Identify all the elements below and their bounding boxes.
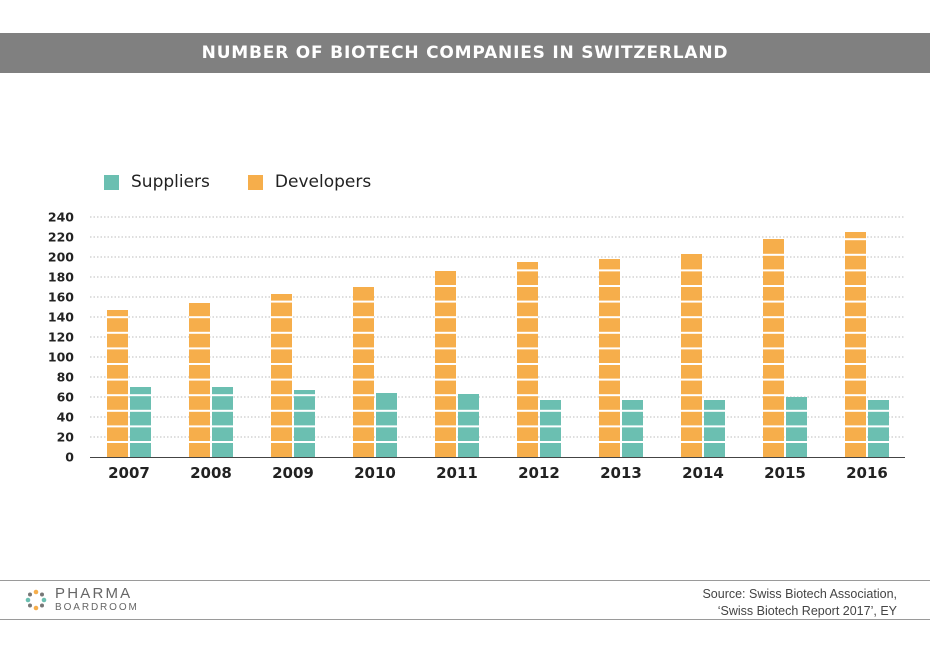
bar-developers-2014: [681, 254, 702, 457]
bar-developers-2009: [271, 294, 292, 457]
x-tick-label: 2014: [682, 464, 724, 482]
source-line-2: ‘Swiss Biotech Report 2017’, EY: [717, 603, 897, 618]
y-tick-label: 220: [48, 230, 74, 245]
bar-suppliers-2007: [130, 387, 151, 457]
x-tick-label: 2015: [764, 464, 806, 482]
bar-suppliers-2013: [622, 400, 643, 457]
pharma-boardroom-logo: PHARMA BOARDROOM: [25, 586, 139, 613]
chart-title-bar: NUMBER OF BIOTECH COMPANIES IN SWITZERLA…: [0, 33, 930, 73]
bar-suppliers-2014: [704, 400, 725, 457]
bar-developers-2007: [107, 310, 128, 457]
x-tick-label: 2011: [436, 464, 478, 482]
logo-dots-icon: [25, 589, 47, 610]
bar-developers-2015: [763, 239, 784, 457]
y-tick-label: 180: [48, 270, 74, 285]
y-tick-label: 0: [65, 450, 74, 465]
legend: Suppliers Developers: [104, 172, 409, 192]
x-tick-label: 2013: [600, 464, 642, 482]
bar-suppliers-2009: [294, 390, 315, 457]
chart-title: NUMBER OF BIOTECH COMPANIES IN SWITZERLA…: [201, 43, 729, 63]
bar-developers-2013: [599, 259, 620, 457]
y-tick-label: 160: [48, 290, 74, 305]
bar-suppliers-2010: [376, 393, 397, 457]
legend-item-developers: Developers: [247, 172, 372, 192]
legend-label-suppliers: Suppliers: [131, 172, 210, 192]
bar-developers-2011: [435, 271, 456, 457]
bar-suppliers-2015: [786, 397, 807, 457]
x-tick-label: 2008: [190, 464, 232, 482]
y-tick-label: 140: [48, 310, 74, 325]
logo-text-pharma: PHARMA: [55, 585, 133, 602]
bar-suppliers-2011: [458, 394, 479, 457]
x-tick-label: 2016: [846, 464, 888, 482]
x-tick-label: 2007: [108, 464, 150, 482]
x-tick-label: 2009: [272, 464, 314, 482]
y-tick-label: 100: [48, 350, 74, 365]
bar-developers-2010: [353, 287, 374, 457]
legend-swatch-developers: [247, 174, 263, 190]
footer-divider-top: [0, 580, 930, 581]
x-tick-label: 2012: [518, 464, 560, 482]
bar-suppliers-2012: [540, 400, 561, 457]
legend-swatch-suppliers: [104, 174, 119, 190]
footer-divider-bottom: [0, 619, 930, 620]
bar-suppliers-2008: [212, 387, 233, 457]
x-tick-label: 2010: [354, 464, 396, 482]
y-tick-label: 120: [48, 330, 74, 345]
legend-label-developers: Developers: [274, 172, 372, 192]
logo-text-boardroom: BOARDROOM: [55, 602, 139, 613]
bar-developers-2008: [189, 303, 210, 457]
y-tick-label: 80: [57, 370, 75, 385]
bar-developers-2016: [845, 232, 866, 457]
source-note: Source: Swiss Biotech Association, ‘Swis…: [702, 586, 897, 620]
y-tick-label: 20: [57, 430, 75, 445]
legend-item-suppliers: Suppliers: [104, 172, 210, 192]
y-tick-label: 40: [57, 410, 75, 425]
y-tick-label: 240: [48, 210, 74, 225]
y-tick-label: 200: [48, 250, 74, 265]
source-line-1: Source: Swiss Biotech Association,: [702, 587, 897, 601]
bar-developers-2012: [517, 262, 538, 457]
y-tick-label: 60: [57, 390, 75, 405]
bar-suppliers-2016: [868, 400, 889, 457]
